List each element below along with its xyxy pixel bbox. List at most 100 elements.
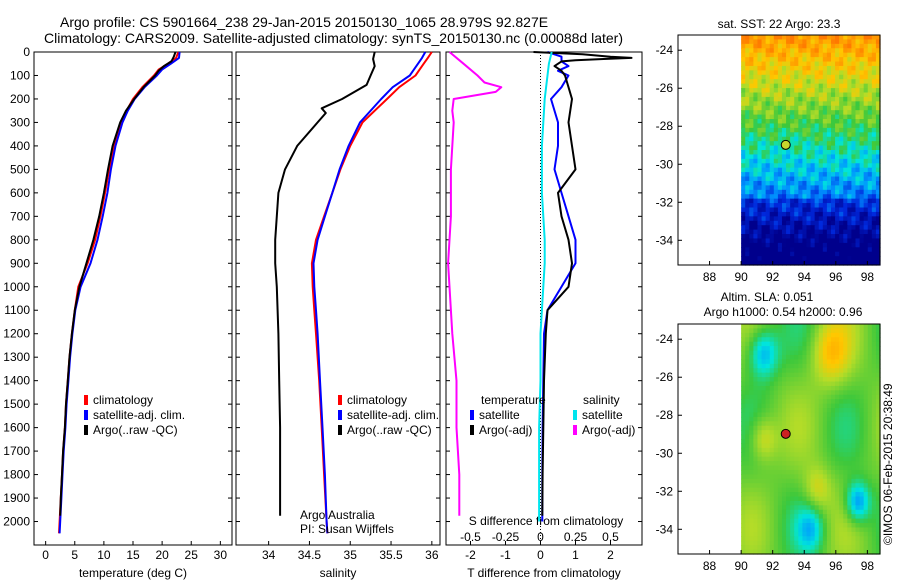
sst-map-cell — [839, 150, 844, 156]
sst-map-cell — [851, 136, 857, 142]
sla-map-cell — [814, 531, 820, 537]
sla-map-cell — [826, 377, 832, 383]
sst-map-cell — [855, 172, 861, 178]
sst-map-cell — [818, 234, 824, 240]
salinity-xtick-label: 35.5 — [379, 548, 403, 562]
sst-map-cell — [875, 167, 881, 173]
sst-map-cell — [790, 225, 795, 231]
sla-map-cell — [835, 332, 840, 338]
sla-map-cell — [875, 439, 881, 445]
sst-map-cell — [875, 105, 881, 111]
sla-map-cell — [773, 385, 779, 391]
sst-map-cell — [818, 251, 824, 257]
sst-map-cell — [769, 229, 775, 235]
sst-map-cell — [802, 225, 808, 231]
sst-map-cell — [802, 154, 808, 160]
sla-map-cell — [859, 363, 865, 369]
sla-map-cell — [855, 527, 861, 533]
sst-map-cell — [859, 185, 865, 191]
temperature-ytick-label: 400 — [10, 139, 30, 153]
sla-map-cell — [790, 390, 795, 396]
sla-map-cell — [802, 412, 808, 418]
sst-map-cell — [851, 61, 857, 67]
sst-map-cell — [855, 119, 861, 125]
sst-map-cell — [781, 114, 787, 120]
sla-map-cell — [843, 368, 848, 374]
sla-map-cell — [843, 328, 848, 334]
sst-map-cell — [769, 88, 775, 94]
sst-map-cell — [822, 43, 828, 49]
sst-map-cell — [802, 185, 808, 191]
sla-map-cell — [749, 324, 754, 330]
sla-map-cell — [769, 443, 775, 449]
sla-map-cell — [822, 527, 828, 533]
sst-map-cell — [806, 172, 812, 178]
sst-map-cell — [855, 256, 861, 262]
sst-map-cell — [749, 83, 754, 89]
sla-map-cell — [781, 337, 787, 343]
sla-map-cell — [777, 465, 783, 471]
sla-map-cell — [806, 496, 812, 502]
sst-map-cell — [843, 154, 848, 160]
sla-map-cell — [843, 483, 848, 489]
sla-map-cell — [794, 492, 799, 498]
sst-map-cell — [802, 150, 808, 156]
sst-map-cell — [769, 154, 775, 160]
sla-map-cell — [871, 509, 877, 515]
sst-map-cell — [826, 35, 832, 41]
sst-map-cell — [826, 176, 832, 182]
sst-map-cell — [814, 220, 820, 226]
sst-map-cell — [851, 52, 857, 58]
sla-map-cell — [835, 390, 840, 396]
sla-map-cell — [830, 518, 836, 524]
sst-map-cell — [855, 260, 861, 266]
sst-map-cell — [765, 238, 771, 244]
sst-map-cell — [839, 172, 844, 178]
sla-map-cell — [859, 456, 865, 462]
sst-map-cell — [830, 43, 836, 49]
sla-map-cell — [851, 363, 857, 369]
sst-map-cell — [745, 83, 750, 89]
sla-map-cell — [814, 399, 820, 405]
sla-map-cell — [822, 478, 828, 484]
sla-map-cell — [781, 483, 787, 489]
sla-map-xtick-label: 90 — [734, 559, 748, 573]
sst-map-cell — [814, 123, 820, 129]
sla-map-cell — [822, 434, 828, 440]
sst-map-cell — [843, 83, 848, 89]
sla-map-cell — [814, 456, 820, 462]
sla-map-cell — [794, 328, 799, 334]
sst-map-cell — [745, 101, 750, 107]
sst-map-cell — [843, 61, 848, 67]
sst-map-cell — [761, 119, 767, 125]
sla-map-cell — [781, 456, 787, 462]
sst-map-cell — [802, 207, 808, 213]
sst-map-cell — [806, 211, 812, 217]
sst-map-cell — [753, 52, 759, 58]
sst-map-cell — [847, 172, 852, 178]
figure-title-line2: Climatology: CARS2009. Satellite-adjuste… — [44, 30, 623, 46]
sst-map-cell — [753, 158, 759, 164]
sst-map-cell — [786, 158, 791, 164]
sst-map-cell — [871, 48, 877, 54]
sla-map-cell — [867, 399, 873, 405]
sla-map-cell — [826, 350, 832, 356]
sla-map-cell — [822, 452, 828, 458]
sla-map-cell — [781, 372, 787, 378]
sla-map-cell — [871, 350, 877, 356]
sla-map-cell — [859, 523, 865, 529]
temperature-ytick-label: 100 — [10, 68, 30, 82]
sla-map-cell — [794, 540, 799, 546]
sla-map-cell — [798, 359, 803, 365]
sst-map-cell — [810, 216, 816, 222]
sla-map-cell — [745, 399, 750, 405]
sst-map-cell — [843, 180, 848, 186]
sla-map-cell — [786, 377, 791, 383]
sst-map-cell — [851, 150, 857, 156]
sla-map-cell — [741, 545, 746, 551]
sla-map-cell — [790, 540, 795, 546]
sla-map-cell — [847, 430, 852, 436]
sst-map-cell — [786, 70, 791, 76]
sst-map-cell — [749, 238, 754, 244]
sst-map-cell — [741, 225, 746, 231]
